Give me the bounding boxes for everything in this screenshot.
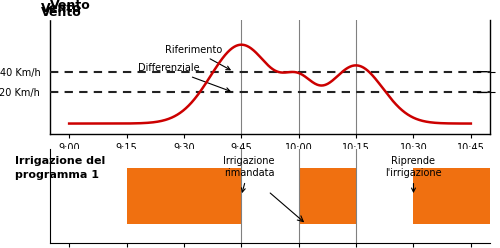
Text: Vento: Vento	[50, 0, 91, 12]
Text: Vento: Vento	[41, 1, 82, 14]
Bar	[298, 168, 356, 224]
Bar	[414, 168, 490, 224]
Text: Riferimento: Riferimento	[165, 45, 230, 70]
Text: Irrigazione
rimandata: Irrigazione rimandata	[223, 156, 274, 192]
Text: Differenziale: Differenziale	[138, 63, 230, 92]
Text: Irrigazione del
programma 1: Irrigazione del programma 1	[15, 156, 105, 180]
Bar	[126, 168, 242, 224]
Text: Riprende
l'irrigazione: Riprende l'irrigazione	[385, 156, 442, 192]
Text: Vento: Vento	[41, 6, 82, 19]
